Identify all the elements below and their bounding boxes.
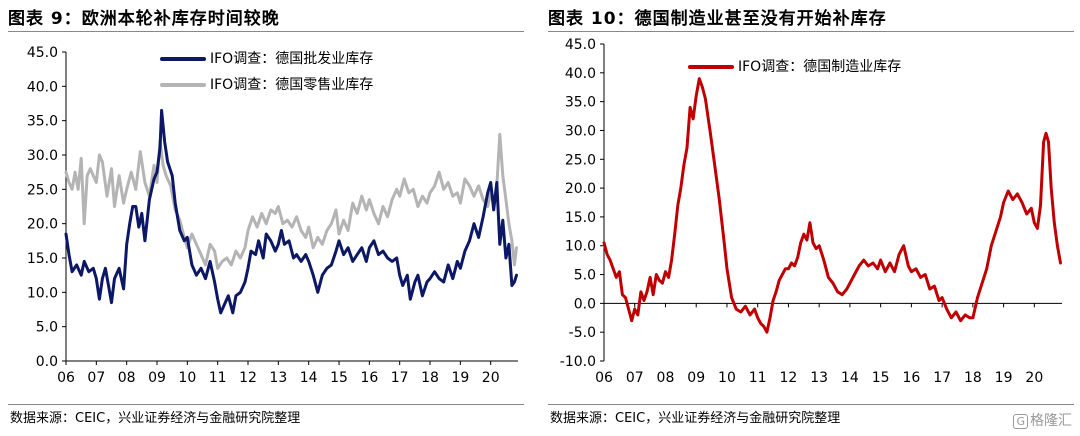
figure-10-chart: -10.0 -5.0 0.0 5.0 10.0 15.0 20.0 25.0 30.0 35.0 4…	[560, 37, 1062, 386]
figure-9-source: 数据来源：CEIC，兴业证券经济与金融研究院整理	[10, 411, 301, 426]
y-tick-label: 0.0	[574, 296, 596, 312]
legend-item-manufacturing: IFO调查：德国制造业库存	[688, 54, 901, 80]
x-tick-label: 20	[1025, 370, 1043, 386]
legend-item-retail: IFO调查：德国零售业库存	[160, 72, 373, 98]
y-tick-label: 35.0	[27, 114, 58, 130]
legend-label-wholesale: IFO调查：德国批发业库存	[210, 51, 374, 67]
y-tick-label: 15.0	[565, 210, 596, 226]
x-tick-label: 16	[902, 370, 920, 386]
y-tick-label: 40.0	[565, 66, 596, 82]
series-line-0-0	[64, 108, 518, 315]
x-tick-label: 19	[995, 370, 1013, 386]
legend-swatch-retail	[160, 83, 206, 87]
figure-9-legend: IFO调查：德国批发业库存 IFO调查：德国零售业库存	[160, 46, 373, 98]
y-tick-label: -5.0	[569, 325, 596, 341]
figure-10-title-rule	[548, 31, 1074, 32]
y-tick-label: 20.0	[565, 181, 596, 197]
y-tick-label: -10.0	[560, 354, 596, 370]
legend-swatch-manufacturing	[688, 65, 734, 69]
x-tick-label: 07	[626, 370, 644, 386]
series-line-0-1	[64, 132, 518, 270]
legend-swatch-wholesale	[160, 57, 206, 61]
x-tick-label: 07	[87, 370, 105, 386]
x-tick-label: 18	[964, 370, 982, 386]
legend-label-retail: IFO调查：德国零售业库存	[210, 77, 374, 93]
x-tick-label: 14	[841, 370, 859, 386]
figure-10-source-rule	[548, 404, 1074, 405]
x-tick-label: 06	[595, 370, 613, 386]
y-tick-label: 0.0	[36, 354, 58, 370]
y-tick-label: 10.0	[565, 239, 596, 255]
figure-9-panel: 图表 9：欧洲本轮补库存时间较晚 0.0 5.0 10.0 15.0 20.0 25.0 3…	[0, 0, 530, 436]
watermark: G 格隆汇	[1013, 410, 1072, 430]
x-tick-label: 11	[209, 370, 227, 386]
x-tick-label: 12	[780, 370, 798, 386]
x-tick-label: 09	[148, 370, 166, 386]
figure-9-title: 图表 9：欧洲本轮补库存时间较晚	[8, 9, 280, 29]
y-tick-label: 15.0	[27, 251, 58, 267]
figure-9-title-rule	[8, 31, 524, 32]
y-tick-label: 25.0	[565, 152, 596, 168]
figure-10-source: 数据来源：CEIC，兴业证券经济与金融研究院整理	[550, 411, 841, 426]
y-tick-label: 45.0	[565, 37, 596, 53]
y-tick-label: 35.0	[565, 95, 596, 111]
x-tick-label: 10	[718, 370, 736, 386]
y-tick-label: 40.0	[27, 79, 58, 95]
x-tick-label: 18	[421, 370, 439, 386]
x-tick-label: 19	[451, 370, 469, 386]
y-tick-label: 5.0	[36, 320, 58, 336]
x-tick-label: 08	[657, 370, 675, 386]
legend-item-wholesale: IFO调查：德国批发业库存	[160, 46, 373, 72]
series-line-1-0	[602, 77, 1062, 334]
x-tick-label: 12	[239, 370, 257, 386]
x-tick-label: 15	[330, 370, 348, 386]
x-tick-label: 15	[872, 370, 890, 386]
legend-label-manufacturing: IFO调查：德国制造业库存	[738, 59, 902, 75]
x-tick-label: 14	[300, 370, 318, 386]
x-tick-label: 13	[810, 370, 828, 386]
x-tick-label: 17	[391, 370, 409, 386]
x-tick-label: 17	[933, 370, 951, 386]
figure-10-title: 图表 10：德国制造业甚至没有开始补库存	[548, 9, 887, 29]
watermark-text: 格隆汇	[1030, 413, 1072, 429]
y-tick-label: 20.0	[27, 217, 58, 233]
x-tick-label: 11	[749, 370, 767, 386]
x-tick-label: 20	[482, 370, 500, 386]
x-tick-label: 16	[360, 370, 378, 386]
figure-10-legend: IFO调查：德国制造业库存	[688, 54, 901, 80]
x-tick-label: 06	[57, 370, 75, 386]
y-tick-label: 5.0	[574, 268, 596, 284]
x-tick-label: 13	[269, 370, 287, 386]
x-tick-label: 08	[118, 370, 136, 386]
y-tick-label: 45.0	[27, 45, 58, 61]
y-tick-label: 30.0	[27, 148, 58, 164]
y-tick-label: 25.0	[27, 182, 58, 198]
y-tick-label: 10.0	[27, 285, 58, 301]
figure-9-source-rule	[8, 404, 524, 405]
x-tick-label: 09	[687, 370, 705, 386]
x-tick-label: 10	[178, 370, 196, 386]
figure-10-panel: 图表 10：德国制造业甚至没有开始补库存 -10.0 -5.0 0.0 5.0 10.0…	[540, 0, 1080, 436]
watermark-logo-icon: G	[1013, 414, 1028, 429]
y-tick-label: 30.0	[565, 123, 596, 139]
figure-9-chart: 0.0 5.0 10.0 15.0 20.0 25.0 30.0 35.0 40.0 45.0 06…	[27, 45, 518, 386]
